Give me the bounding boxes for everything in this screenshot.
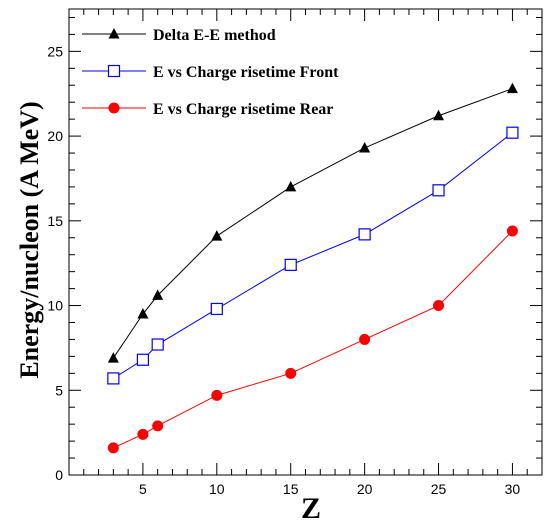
x-tick-label: 20 bbox=[357, 481, 373, 497]
data-point bbox=[136, 353, 150, 366]
y-tick-label: 25 bbox=[47, 43, 63, 59]
y-tick-label: 15 bbox=[47, 213, 63, 229]
y-tick-label: 0 bbox=[55, 467, 63, 483]
legend-entry-2: E vs Charge risetime Rear bbox=[82, 101, 333, 118]
legend-entry-0: Delta E-E method bbox=[82, 27, 276, 44]
data-point bbox=[358, 228, 371, 241]
legend-marker bbox=[108, 102, 120, 114]
legend-marker bbox=[107, 64, 121, 78]
data-point bbox=[151, 338, 164, 351]
data-point bbox=[107, 442, 119, 454]
legend-label: E vs Charge risetime Front bbox=[153, 64, 339, 81]
series-line bbox=[113, 132, 513, 379]
x-tick-label: 5 bbox=[139, 481, 147, 497]
data-point bbox=[284, 258, 297, 271]
data-point bbox=[506, 82, 518, 94]
x-tick-label: 25 bbox=[431, 481, 447, 497]
data-point bbox=[359, 333, 371, 345]
data-point bbox=[210, 302, 223, 316]
series-layer bbox=[107, 82, 519, 454]
series-1 bbox=[107, 126, 519, 385]
y-axis-title: Energy/nucleon (A MeV) bbox=[15, 101, 44, 378]
series-2 bbox=[107, 225, 518, 454]
data-point bbox=[433, 300, 445, 312]
legend: Delta E-E method E vs Charge risetime Fro… bbox=[82, 27, 339, 118]
axes: 0 5 10 15 20 25 5 10 15 20 25 30 bbox=[47, 8, 543, 497]
y-tick-label: 10 bbox=[47, 298, 63, 314]
y-tick-label: 20 bbox=[47, 128, 63, 144]
data-point bbox=[211, 230, 223, 241]
x-axis-title: Z bbox=[301, 492, 321, 521]
data-point bbox=[152, 420, 164, 432]
data-point bbox=[285, 367, 297, 379]
data-point bbox=[432, 184, 445, 197]
data-point bbox=[137, 308, 149, 319]
legend-label: Delta E-E method bbox=[153, 27, 276, 44]
series-line bbox=[113, 230, 513, 449]
legend-marker bbox=[108, 28, 120, 39]
data-point bbox=[211, 389, 223, 401]
data-point bbox=[506, 225, 518, 237]
data-point bbox=[433, 109, 445, 121]
data-point bbox=[152, 289, 164, 300]
y-tick-label: 5 bbox=[55, 382, 63, 398]
series-line bbox=[112, 88, 513, 359]
data-point bbox=[285, 180, 297, 192]
x-tick-label: 15 bbox=[283, 481, 299, 497]
legend-label: E vs Charge risetime Rear bbox=[153, 101, 333, 118]
x-tick-label: 30 bbox=[505, 481, 521, 497]
series-0 bbox=[107, 82, 518, 363]
x-tick-label: 10 bbox=[209, 481, 225, 497]
data-point bbox=[107, 372, 120, 385]
legend-entry-1: E vs Charge risetime Front bbox=[82, 64, 339, 81]
data-point bbox=[107, 352, 119, 363]
data-point bbox=[506, 126, 519, 139]
data-point bbox=[359, 141, 371, 153]
data-point bbox=[137, 428, 149, 440]
